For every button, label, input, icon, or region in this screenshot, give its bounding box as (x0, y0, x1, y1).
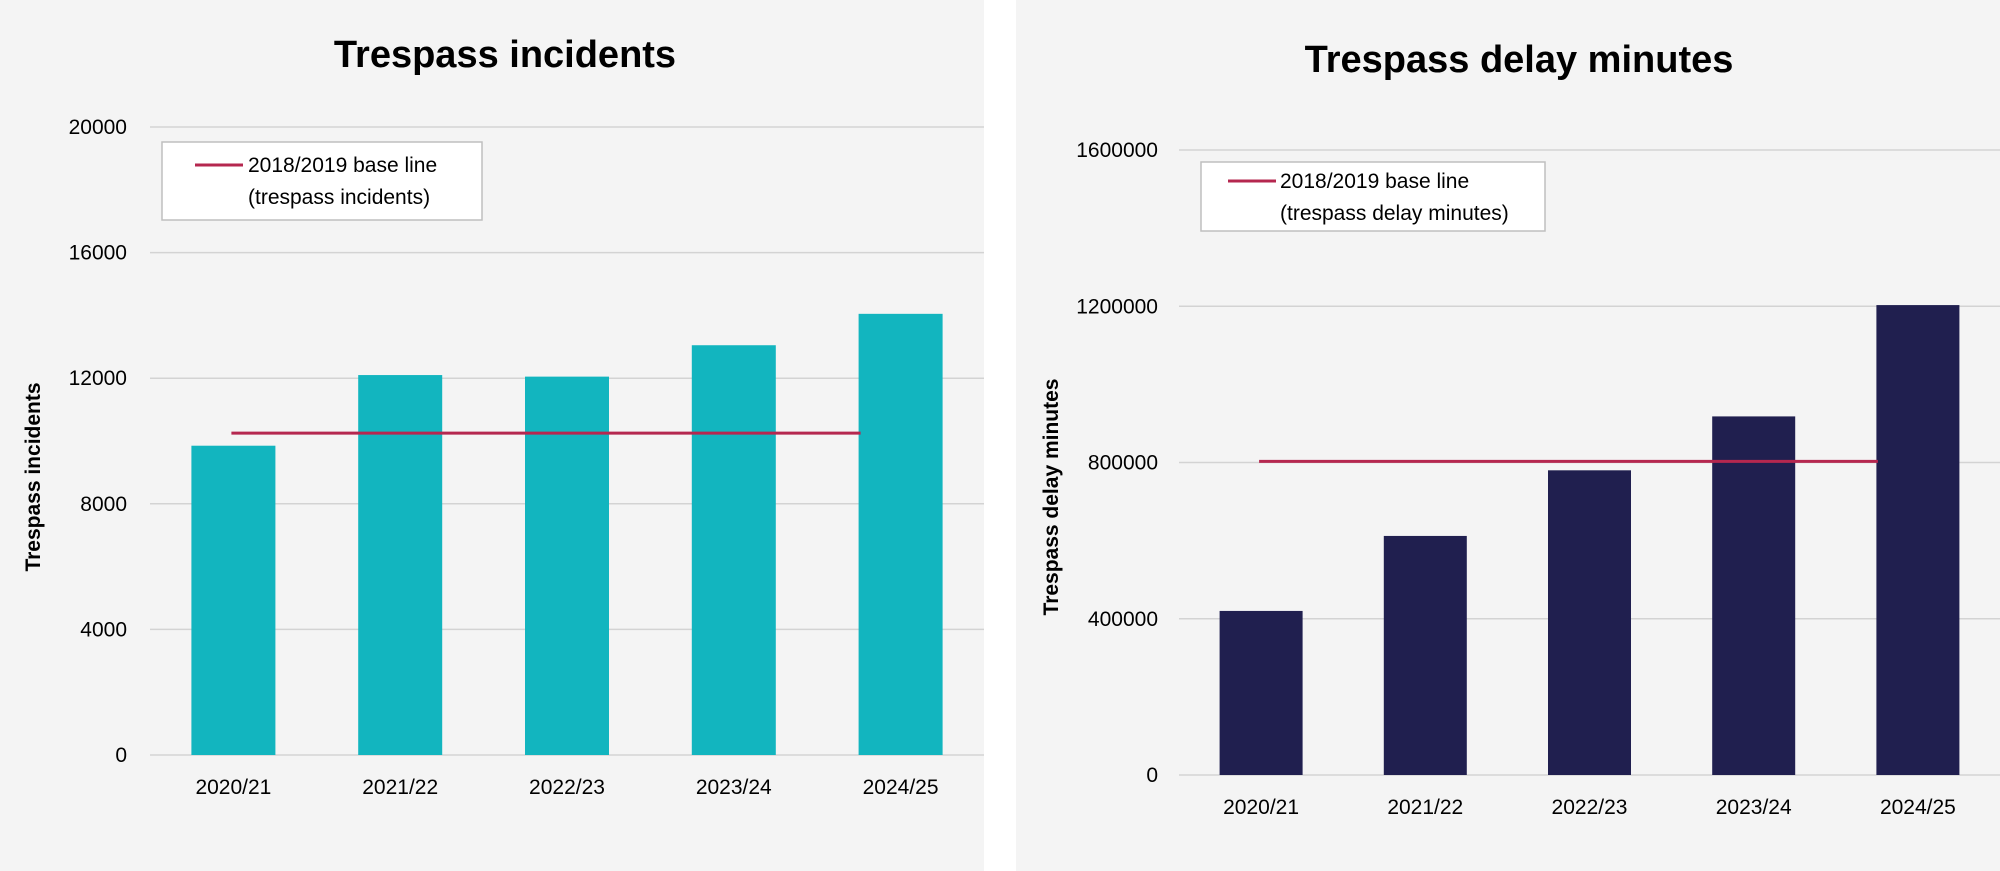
y-tick-label: 400000 (1088, 608, 1158, 631)
y-axis-label: Trespass delay minutes (1040, 379, 1063, 616)
bar-2020-21 (1219, 610, 1303, 775)
x-tick-label: 2024/25 (1880, 796, 1956, 819)
x-tick-label: 2022/23 (1552, 796, 1628, 819)
bar-2024-25 (858, 313, 943, 755)
legend-label: 2018/2019 base line (248, 154, 437, 177)
x-tick-label: 2024/25 (863, 776, 939, 799)
y-tick-label: 4000 (80, 618, 127, 641)
x-tick-label: 2021/22 (362, 776, 438, 799)
legend-label-line2: (trespass delay minutes) (1280, 202, 1509, 225)
y-tick-label: 0 (1146, 764, 1158, 787)
legend-box (161, 141, 483, 221)
y-axis-label: Trespass incidents (22, 382, 45, 571)
legend-label-line2: (trespass incidents) (248, 186, 430, 209)
y-tick-label: 8000 (80, 493, 127, 516)
x-tick-label: 2023/24 (696, 776, 772, 799)
y-tick-label: 20000 (69, 116, 127, 139)
chart-delay-minutes: Trespass delay minutes Trespass delay mi… (1040, 39, 2000, 819)
chart-title: Trespass incidents (334, 34, 676, 76)
x-tick-label: 2023/24 (1716, 796, 1792, 819)
chart-panel-incidents: Trespass incidents Trespass incidents 0 4… (0, 0, 984, 871)
y-tick-label: 0 (115, 744, 127, 767)
x-tick-label: 2020/21 (1223, 796, 1299, 819)
x-tick-label: 2022/23 (529, 776, 605, 799)
bar-2020-21 (191, 445, 276, 755)
y-tick-label: 800000 (1088, 452, 1158, 475)
legend: 2018/2019 base line (trespass delay minu… (1200, 161, 1546, 232)
bar-2023-24 (691, 345, 776, 755)
y-tick-label: 16000 (69, 242, 127, 265)
x-tick-label: 2021/22 (1387, 796, 1463, 819)
bar-2021-22 (358, 375, 443, 755)
y-tick-label: 1600000 (1076, 139, 1158, 162)
bar-2024-25 (1876, 305, 1960, 775)
bar-2021-22 (1383, 535, 1467, 775)
legend-box (1200, 161, 1546, 232)
legend-label: 2018/2019 base line (1280, 170, 1469, 193)
y-tick-label: 12000 (69, 367, 127, 390)
bar-2022-23 (525, 376, 609, 755)
y-tick-label: 1200000 (1076, 295, 1158, 318)
chart-panel-delay-minutes: Trespass delay minutes Trespass delay mi… (1016, 0, 2000, 871)
bar-2022-23 (1548, 470, 1631, 775)
legend: 2018/2019 base line (trespass incidents) (161, 141, 483, 221)
x-tick-label: 2020/21 (195, 776, 271, 799)
bar-2023-24 (1712, 416, 1796, 775)
chart-title: Trespass delay minutes (1305, 39, 1734, 81)
chart-incidents: Trespass incidents Trespass incidents 0 4… (22, 34, 984, 799)
